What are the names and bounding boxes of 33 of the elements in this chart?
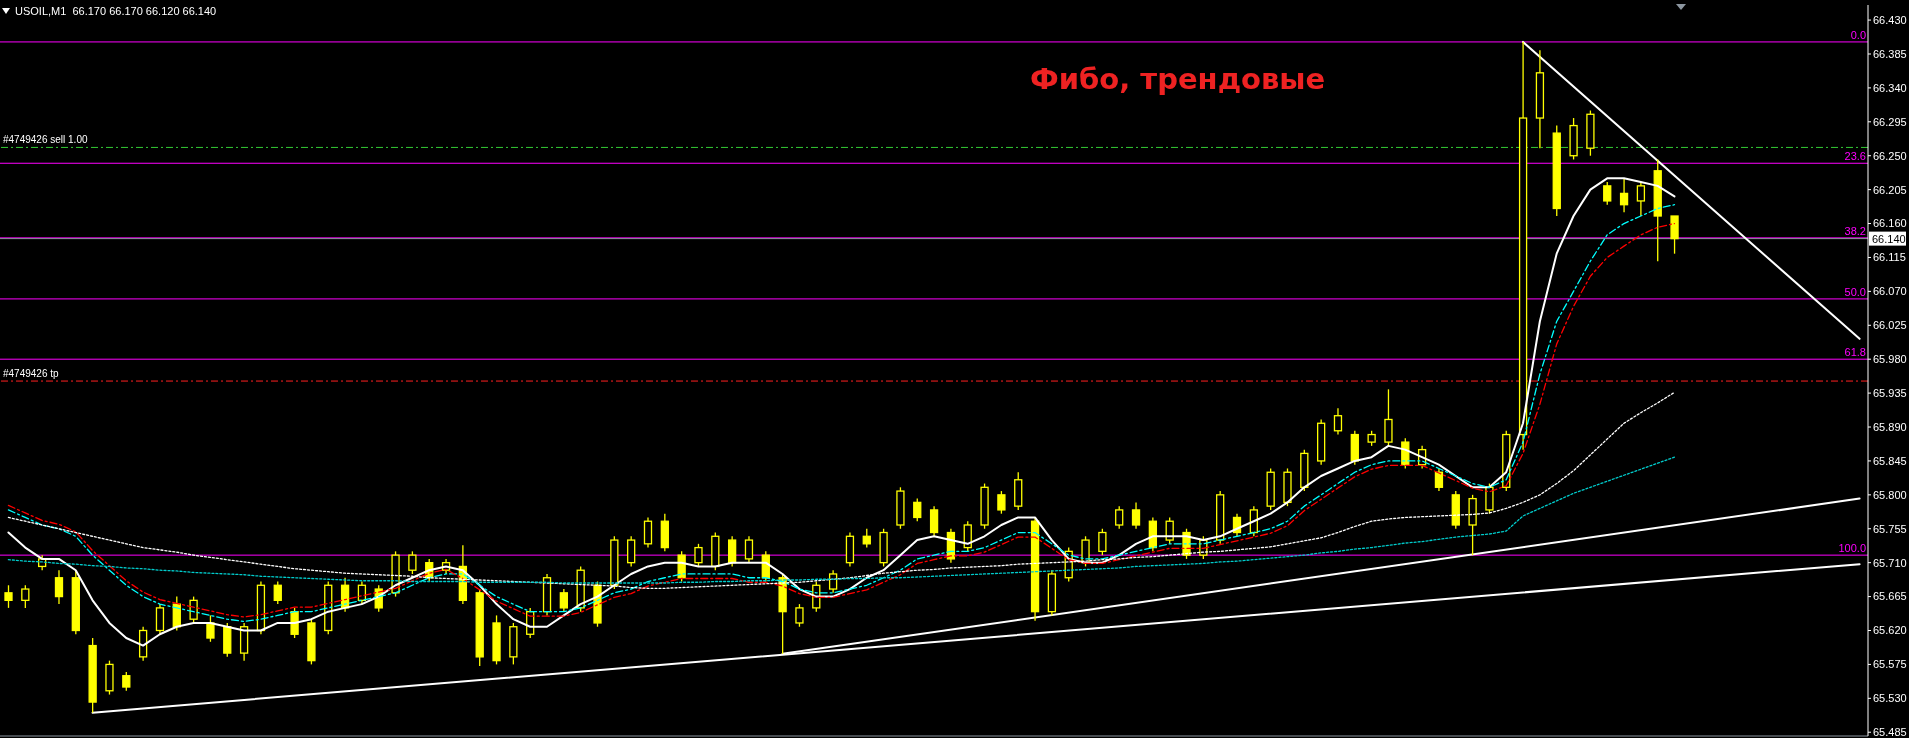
y-tick-label: 65.845 [1873,454,1907,467]
y-tick-label: 66.250 [1873,149,1907,162]
y-tick-label: 65.755 [1873,522,1907,535]
y-tick-label: 66.160 [1873,217,1907,230]
annotation: 50.0 [1844,285,1866,298]
y-tick-label: 66.340 [1873,81,1907,94]
annotation: 0.0 [1850,28,1866,41]
y-tick-label: 66.295 [1873,115,1907,128]
y-tick-label: 65.890 [1873,420,1907,433]
y-tick-label: 65.665 [1873,590,1907,603]
annotation: Фибо, трендовые [1030,62,1326,96]
ref-line-label: #4749426 sell 1.00 [3,134,88,146]
y-tick-label: 66.025 [1873,319,1907,332]
annotation: 100.0 [1838,542,1866,555]
chart-title: USOIL,M1 66.170 66.170 66.120 66.140 [15,5,217,17]
y-tick-label: 66.115 [1873,251,1906,264]
y-tick-label: 66.385 [1873,47,1907,60]
ref-line-label: 66.140 [1872,232,1906,245]
y-tick-label: 66.430 [1873,13,1907,26]
y-tick-label: 65.530 [1873,692,1907,705]
ref-line-label: #4749426 tp [3,368,60,380]
y-tick-label: 65.935 [1873,387,1907,400]
y-tick-label: 65.800 [1873,488,1907,501]
y-tick-label: 66.070 [1873,285,1907,298]
y-tick-label: 65.980 [1873,353,1907,366]
annotation: 61.8 [1844,346,1866,359]
annotation: 38.2 [1844,224,1866,237]
annotation: 23.6 [1844,150,1866,163]
y-tick-label: 66.205 [1873,183,1907,196]
y-tick-label: 65.485 [1873,726,1907,738]
y-tick-label: 65.575 [1873,658,1907,671]
y-tick-label: 65.620 [1873,624,1907,637]
y-tick-label: 65.710 [1873,556,1907,569]
